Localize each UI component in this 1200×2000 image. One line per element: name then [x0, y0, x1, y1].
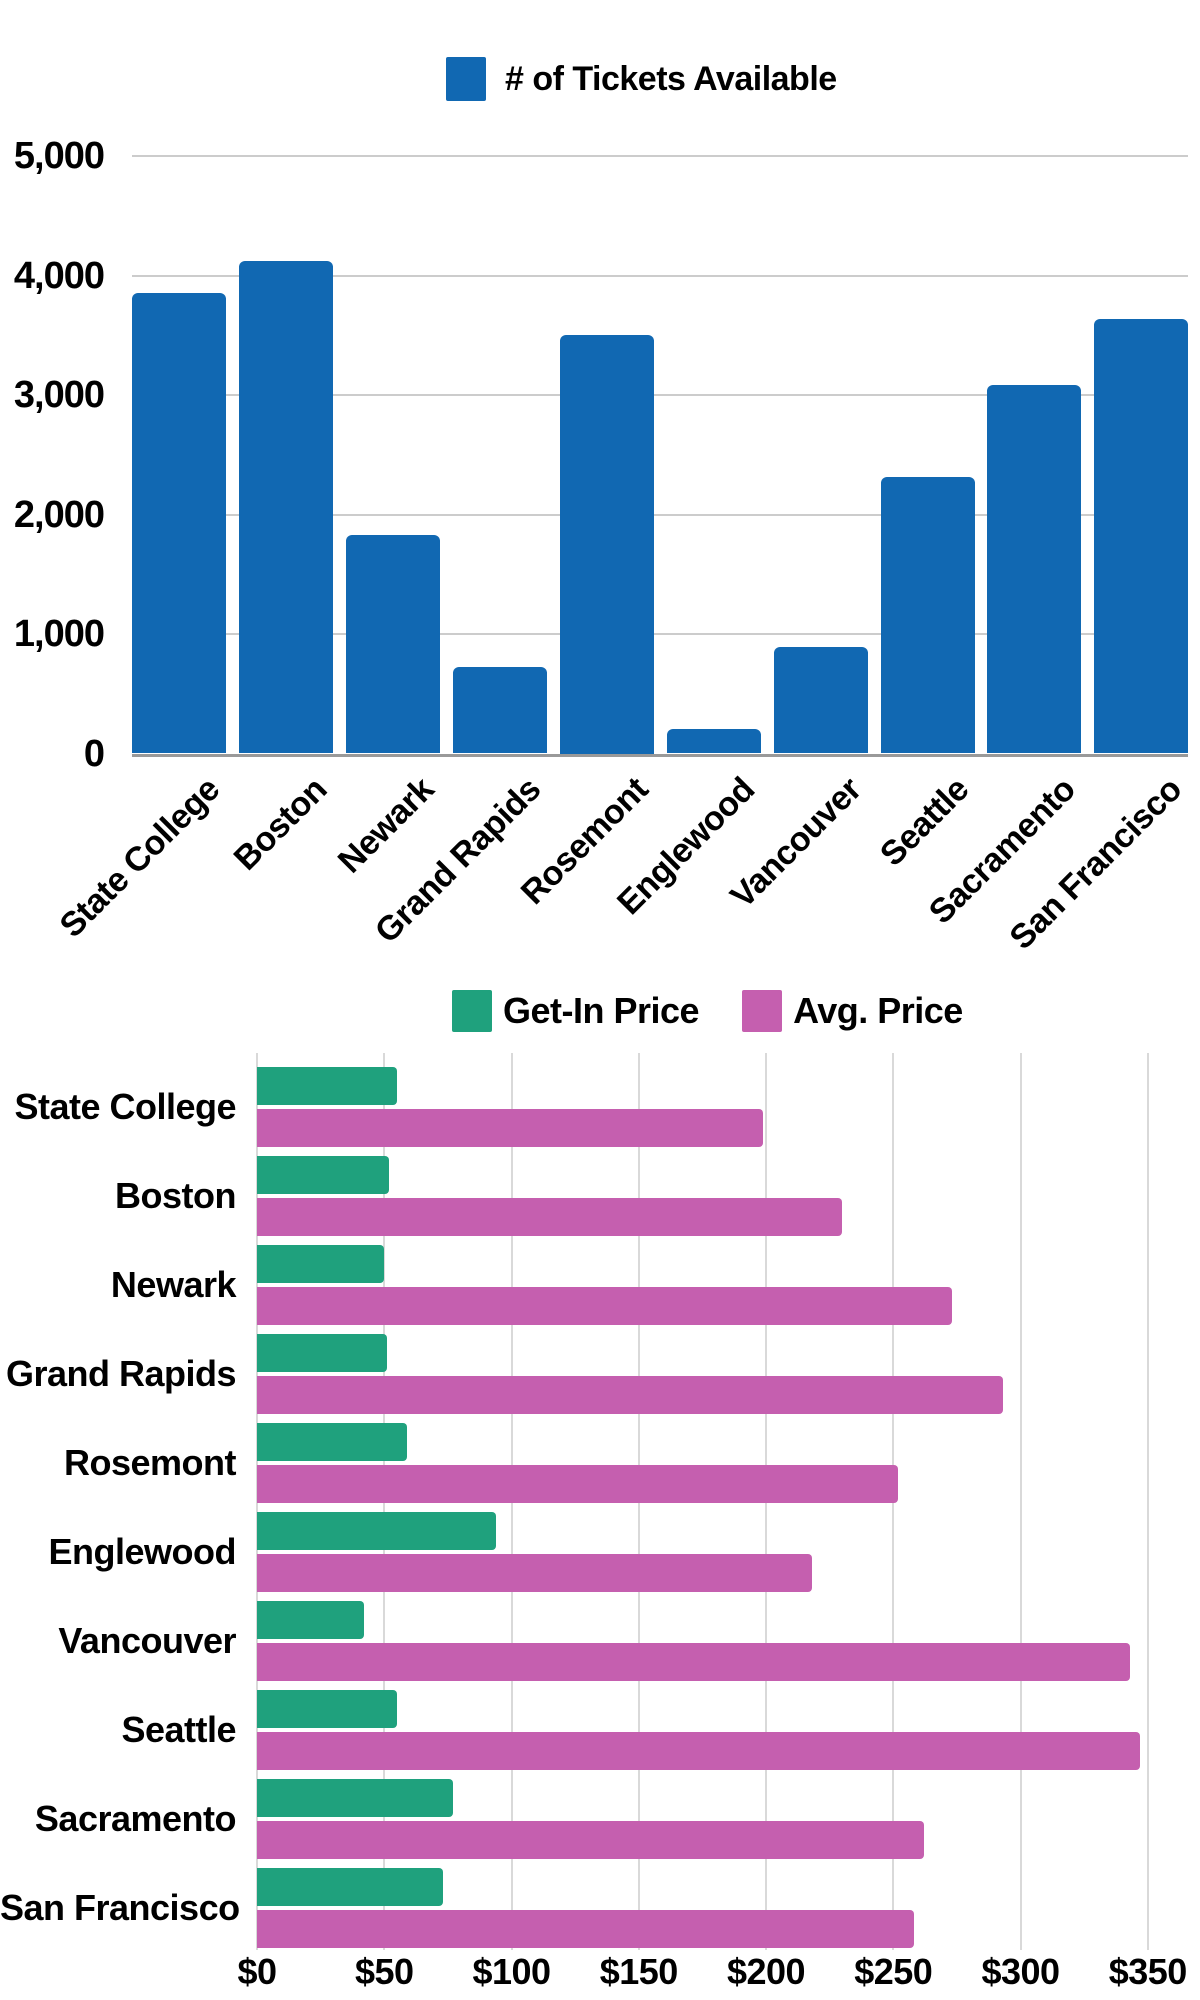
category-label-boston: Boston: [115, 1175, 236, 1216]
bar-tickets-seattle: [880, 477, 975, 754]
bar-tickets-newark: [345, 534, 440, 754]
tickets-legend-swatch: [446, 57, 486, 101]
bar-getin-grand-rapids: [257, 1334, 387, 1372]
bar-avg-englewood: [257, 1554, 812, 1592]
avg-legend-label: Avg. Price: [793, 990, 963, 1031]
category-label-san-francisco: San Francisco: [0, 1887, 240, 1928]
price-x-tick-label-1: $50: [354, 1951, 414, 1992]
bar-getin-seattle: [257, 1690, 397, 1728]
prices-legend-item-avg: Avg. Price: [742, 990, 963, 1032]
y-tick-label-3000: 3,000: [13, 374, 105, 416]
y-tick-label-5000: 5,000: [13, 135, 105, 177]
avg-legend-swatch: [742, 990, 783, 1032]
bar-avg-rosemont: [257, 1465, 899, 1503]
x-axis-line: [132, 753, 1188, 757]
price-x-tick-label-2: $100: [472, 1951, 551, 1992]
prices-legend-item-getin: Get-In Price: [452, 990, 700, 1032]
gridline-y-5000: [132, 155, 1188, 157]
bar-avg-state-college: [257, 1109, 764, 1147]
price-x-tick-label-4: $200: [726, 1951, 806, 1992]
bar-avg-sacramento: [257, 1821, 924, 1859]
bar-getin-boston: [257, 1156, 390, 1194]
bar-getin-san-francisco: [257, 1868, 443, 1906]
bar-avg-vancouver: [257, 1643, 1130, 1681]
gridline-y-1000: [132, 633, 1188, 635]
bar-avg-grand-rapids: [257, 1376, 1003, 1414]
category-label-englewood: Englewood: [48, 1531, 237, 1572]
price-x-tick-label-6: $300: [981, 1951, 1060, 1992]
price-x-tick-label-5: $250: [854, 1951, 933, 1992]
y-tick-label-1000: 1,000: [13, 613, 105, 655]
prices-legend: Get-In Price Avg. Price: [452, 990, 963, 1032]
category-label-grand-rapids: Grand Rapids: [5, 1353, 237, 1394]
bar-avg-san-francisco: [257, 1910, 914, 1948]
price-x-tick-label-0: $0: [237, 1951, 277, 1992]
category-label-sacramento: Sacramento: [34, 1798, 237, 1839]
y-tick-label-2000: 2,000: [13, 493, 105, 536]
bar-tickets-state-college: [132, 293, 226, 754]
bar-tickets-rosemont: [559, 335, 654, 754]
price-x-tick-label-3: $150: [599, 1951, 679, 1992]
bar-avg-newark: [257, 1287, 952, 1325]
y-tick-label-0: 0: [83, 732, 105, 775]
bar-tickets-grand-rapids: [452, 666, 547, 754]
gridline-y-4000: [132, 274, 1188, 277]
bar-tickets-san-francisco: [1094, 318, 1189, 754]
x-axis-label-seattle: Seattle: [872, 769, 976, 874]
gridline-y-3000: [132, 394, 1188, 396]
x-axis-label-newark: Newark: [330, 769, 442, 881]
category-label-state-college: State College: [14, 1086, 236, 1127]
bar-avg-seattle: [257, 1732, 1141, 1770]
price-x-tick-label-7: $350: [1108, 1951, 1188, 1992]
tickets-legend-label: # of Tickets Available: [505, 60, 837, 98]
category-label-seattle: Seattle: [121, 1709, 236, 1750]
gridline-x-350: [1146, 1053, 1149, 1950]
bar-getin-state-college: [257, 1067, 397, 1105]
category-label-rosemont: Rosemont: [63, 1442, 237, 1483]
bar-getin-rosemont: [257, 1423, 408, 1461]
y-tick-label-4000: 4,000: [13, 254, 105, 297]
bar-avg-boston: [257, 1198, 843, 1236]
bar-tickets-englewood: [666, 729, 761, 754]
getin-legend-swatch: [452, 990, 492, 1032]
category-label-vancouver: Vancouver: [58, 1620, 236, 1661]
x-axis-label-boston: Boston: [226, 769, 335, 878]
bar-getin-vancouver: [257, 1601, 364, 1639]
bar-tickets-sacramento: [987, 385, 1082, 754]
bar-tickets-boston: [238, 261, 333, 754]
category-label-newark: Newark: [110, 1264, 237, 1305]
x-axis-label-state-college: State College: [52, 769, 228, 945]
tickets-legend: # of Tickets Available: [446, 57, 837, 101]
getin-legend-label: Get-In Price: [503, 990, 700, 1031]
bar-getin-englewood: [257, 1512, 497, 1550]
bar-tickets-vancouver: [773, 647, 868, 754]
bar-getin-newark: [257, 1245, 385, 1283]
gridline-y-2000: [132, 513, 1188, 516]
gridline-x-300: [1019, 1053, 1022, 1950]
bar-getin-sacramento: [257, 1779, 453, 1817]
